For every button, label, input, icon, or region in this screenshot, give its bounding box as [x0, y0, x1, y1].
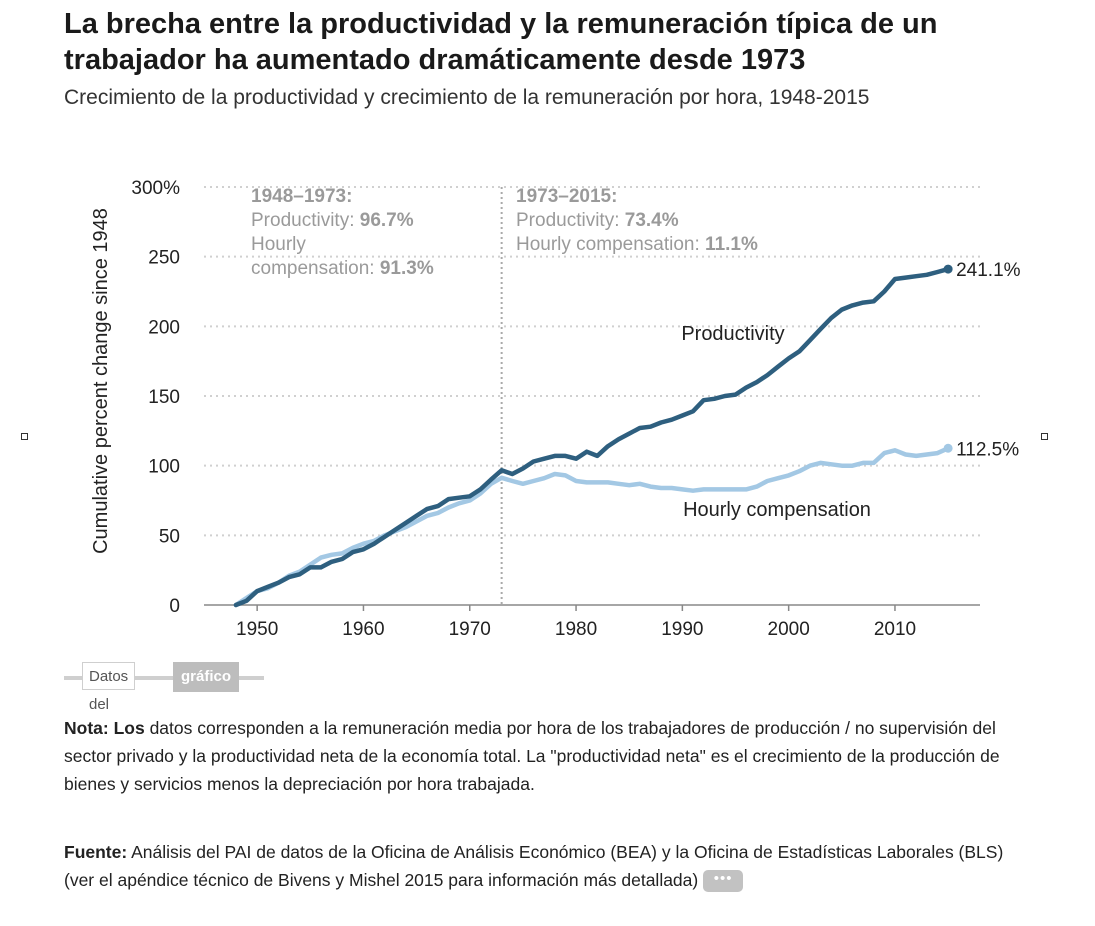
x-tick-label: 2010 — [874, 619, 916, 640]
compensation-end-label: 112.5% — [956, 439, 1019, 460]
grafico-button[interactable]: gráfico — [173, 662, 240, 692]
productivity-end-dot — [943, 264, 953, 274]
x-tick-label: 1990 — [661, 619, 703, 640]
note-paragraph: Nota: Los datos corresponden a la remune… — [64, 714, 1024, 798]
x-tick-label: 1950 — [236, 619, 278, 640]
x-tick-label: 2000 — [768, 619, 810, 640]
x-tick-label: 1970 — [449, 619, 491, 640]
note-text: datos corresponden a la remuneración med… — [64, 718, 1000, 794]
axes: 0 50 100 150 200 250 300% 1950 1960 1970 1980 1990 2… — [90, 178, 980, 640]
chart-labels: 112.5% 241.1% Productivity Hourly compensat… — [251, 186, 1021, 521]
annotation-left-compensation-2: compensation: 91.3% — [251, 258, 434, 279]
chart-title: La brecha entre la productividad y la re… — [64, 8, 938, 76]
y-axis-title: Cumulative percent change since 1948 — [90, 208, 112, 554]
productivity-series-label: Productivity — [681, 323, 784, 345]
x-tick-label: 1960 — [342, 619, 384, 640]
datos-del-button[interactable]: Datos del — [82, 662, 136, 713]
chart-subtitle: Crecimiento de la productividad y crecim… — [64, 86, 870, 109]
annotation-left-heading: 1948–1973: — [251, 186, 352, 207]
y-tick-label: 150 — [148, 387, 180, 408]
source-label: Fuente: — [64, 842, 128, 862]
compensation-line — [233, 446, 951, 608]
series-lines — [233, 264, 953, 608]
productivity-line — [233, 266, 951, 608]
more-options-button[interactable]: ••• — [703, 870, 744, 893]
annotation-right-productivity: Productivity: 73.4% — [516, 210, 679, 231]
annotation-right-compensation: Hourly compensation: 11.1% — [516, 234, 758, 255]
source-text: Análisis del PAI de datos de la Oficina … — [64, 842, 1004, 890]
y-tick-label: 300% — [131, 178, 180, 199]
y-tick-label: 0 — [169, 596, 180, 617]
line-chart: 0 50 100 150 200 250 300% 1950 1960 1970 1980 1990 2… — [90, 178, 1021, 640]
resize-handle-right[interactable] — [1041, 433, 1048, 440]
compensation-series-label: Hourly compensation — [683, 499, 871, 521]
y-tick-label: 100 — [148, 457, 180, 478]
compensation-end-dot — [943, 443, 953, 453]
y-tick-label: 50 — [159, 526, 180, 547]
resize-handle-left[interactable] — [21, 433, 28, 440]
annotation-left-compensation-1: Hourly — [251, 234, 306, 255]
annotation-left-productivity: Productivity: 96.7% — [251, 210, 414, 231]
x-tick-label: 1980 — [555, 619, 597, 640]
y-tick-label: 200 — [148, 317, 180, 338]
source-paragraph: Fuente: Análisis del PAI de datos de la … — [64, 838, 1024, 894]
productivity-end-label: 241.1% — [956, 260, 1021, 281]
annotation-right-heading: 1973–2015: — [516, 186, 617, 207]
control-track — [64, 676, 264, 680]
y-tick-label: 250 — [148, 248, 180, 269]
note-label: Nota: Los — [64, 718, 145, 738]
